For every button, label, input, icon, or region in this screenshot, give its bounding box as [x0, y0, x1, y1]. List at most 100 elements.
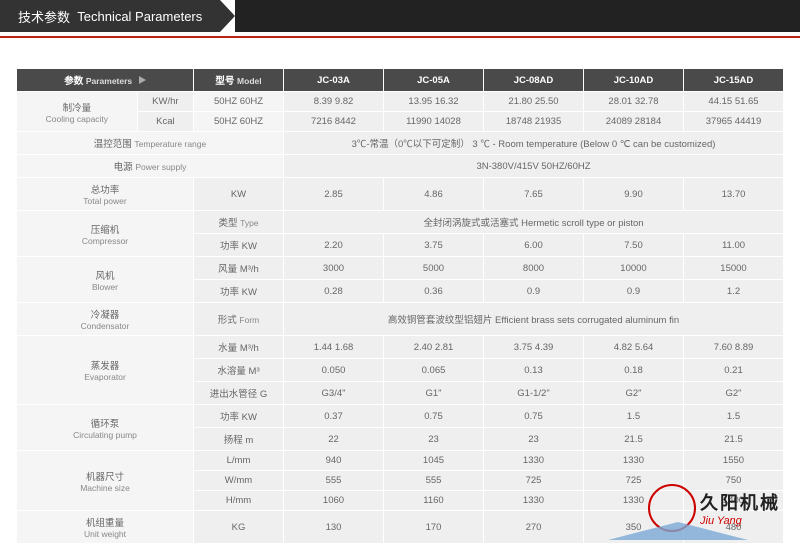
- c-kwhr-2: 21.80 25.50: [484, 92, 584, 112]
- ev-wq4: 7.60 8.89: [684, 336, 784, 359]
- tp-3: 9.90: [584, 178, 684, 211]
- th-m1: JC-05A: [384, 69, 484, 92]
- cooling-sub1: KW/hr: [137, 92, 193, 112]
- temp-val: 3℃-常温（0℃以下可定制） 3 ℃ - Room temperature (B…: [284, 132, 784, 155]
- row-temp-label: 温控范围 Temperature range: [17, 132, 284, 155]
- bl-p0: 0.28: [284, 280, 384, 303]
- bl-p3: 0.9: [584, 280, 684, 303]
- ev-ws2: 0.13: [484, 359, 584, 382]
- section-header: 技术参数 Technical Parameters: [0, 0, 800, 32]
- ev-p4: G2": [684, 382, 784, 405]
- sz-h0: 1060: [284, 491, 384, 511]
- pu-p2: 0.75: [484, 405, 584, 428]
- blower-vol-label: 风量 M³/h: [194, 257, 284, 280]
- sz-h4: 1400: [684, 491, 784, 511]
- size-l-label: L/mm: [194, 451, 284, 471]
- c-kwhr-3: 28.01 32.78: [584, 92, 684, 112]
- cooling-sub2: Kcal: [137, 112, 193, 132]
- comp-p0: 2.20: [284, 234, 384, 257]
- c-kcal-4: 37965 44419: [684, 112, 784, 132]
- c-kcal-3: 24089 28184: [584, 112, 684, 132]
- red-divider: [0, 36, 800, 38]
- ev-wq2: 3.75 4.39: [484, 336, 584, 359]
- spec-table: 参数 Parameters 型号 Model JC-03A JC-05A JC-…: [16, 68, 784, 544]
- sz-h1: 1160: [384, 491, 484, 511]
- row-ps-label: 电源 Power supply: [17, 155, 284, 178]
- th-m3: JC-10AD: [584, 69, 684, 92]
- c-kwhr-0: 8.39 9.82: [284, 92, 384, 112]
- comp-type-val: 全封闭涡旋式或活塞式 Hermetic scroll type or pisto…: [284, 211, 784, 234]
- bl-p1: 0.36: [384, 280, 484, 303]
- sz-l4: 1550: [684, 451, 784, 471]
- ev-p0: G3/4": [284, 382, 384, 405]
- cooling-hz2: 50HZ 60HZ: [194, 112, 284, 132]
- ev-ws0: 0.050: [284, 359, 384, 382]
- sz-w0: 555: [284, 471, 384, 491]
- wt-2: 270: [484, 511, 584, 544]
- bl-v2: 8000: [484, 257, 584, 280]
- size-w-label: W/mm: [194, 471, 284, 491]
- pu-h0: 22: [284, 428, 384, 451]
- header-bar-rest: [235, 0, 800, 32]
- row-cond-label: 冷凝器 Condensator: [17, 303, 194, 336]
- sz-h2: 1330: [484, 491, 584, 511]
- sz-l3: 1330: [584, 451, 684, 471]
- row-comp-label: 压缩机 Compressor: [17, 211, 194, 257]
- wt-4: 480: [684, 511, 784, 544]
- sz-l1: 1045: [384, 451, 484, 471]
- ev-p1: G1": [384, 382, 484, 405]
- ps-val: 3N-380V/415V 50HZ/60HZ: [284, 155, 784, 178]
- sz-h3: 1330: [584, 491, 684, 511]
- size-h-label: H/mm: [194, 491, 284, 511]
- row-weight-label: 机组重量 Unit weight: [17, 511, 194, 544]
- pu-p3: 1.5: [584, 405, 684, 428]
- pump-head-label: 扬程 m: [194, 428, 284, 451]
- th-m0: JC-03A: [284, 69, 384, 92]
- sz-w4: 750: [684, 471, 784, 491]
- pu-p0: 0.37: [284, 405, 384, 428]
- sz-w1: 555: [384, 471, 484, 491]
- comp-p4: 11.00: [684, 234, 784, 257]
- blower-pwr-label: 功率 KW: [194, 280, 284, 303]
- c-kcal-2: 18748 21935: [484, 112, 584, 132]
- c-kwhr-1: 13.95 16.32: [384, 92, 484, 112]
- title-en: Technical Parameters: [77, 9, 202, 24]
- comp-type-label: 类型 Type: [194, 211, 284, 234]
- bl-p2: 0.9: [484, 280, 584, 303]
- tp-unit: KW: [194, 178, 284, 211]
- sz-l0: 940: [284, 451, 384, 471]
- ev-wq1: 2.40 2.81: [384, 336, 484, 359]
- ev-ws3: 0.18: [584, 359, 684, 382]
- row-pump-label: 循环泵 Circulating pump: [17, 405, 194, 451]
- tp-2: 7.65: [484, 178, 584, 211]
- param-en: Parameters: [86, 76, 132, 86]
- title-cn: 技术参数: [18, 7, 70, 26]
- weight-unit: KG: [194, 511, 284, 544]
- pu-h4: 21.5: [684, 428, 784, 451]
- sz-l2: 1330: [484, 451, 584, 471]
- th-model: 型号 Model: [194, 69, 284, 92]
- comp-p3: 7.50: [584, 234, 684, 257]
- pu-h2: 23: [484, 428, 584, 451]
- th-m2: JC-08AD: [484, 69, 584, 92]
- evap-wq-label: 水量 M³/h: [194, 336, 284, 359]
- tp-0: 2.85: [284, 178, 384, 211]
- evap-pipe-label: 进出水管径 G: [194, 382, 284, 405]
- bl-v4: 15000: [684, 257, 784, 280]
- sz-w2: 725: [484, 471, 584, 491]
- cooling-hz1: 50HZ 60HZ: [194, 92, 284, 112]
- tp-1: 4.86: [384, 178, 484, 211]
- param-cn: 参数: [64, 76, 83, 87]
- wt-0: 130: [284, 511, 384, 544]
- pu-h1: 23: [384, 428, 484, 451]
- ev-ws1: 0.065: [384, 359, 484, 382]
- th-parameters: 参数 Parameters: [17, 69, 194, 92]
- c-kcal-0: 7216 8442: [284, 112, 384, 132]
- row-tp-label: 总功率 Total power: [17, 178, 194, 211]
- ev-p2: G1-1/2": [484, 382, 584, 405]
- bl-p4: 1.2: [684, 280, 784, 303]
- cond-val: 高效铜管套波纹型铝翅片 Efficient brass sets corruga…: [284, 303, 784, 336]
- comp-p1: 3.75: [384, 234, 484, 257]
- model-cn: 型号: [215, 76, 234, 87]
- bl-v0: 3000: [284, 257, 384, 280]
